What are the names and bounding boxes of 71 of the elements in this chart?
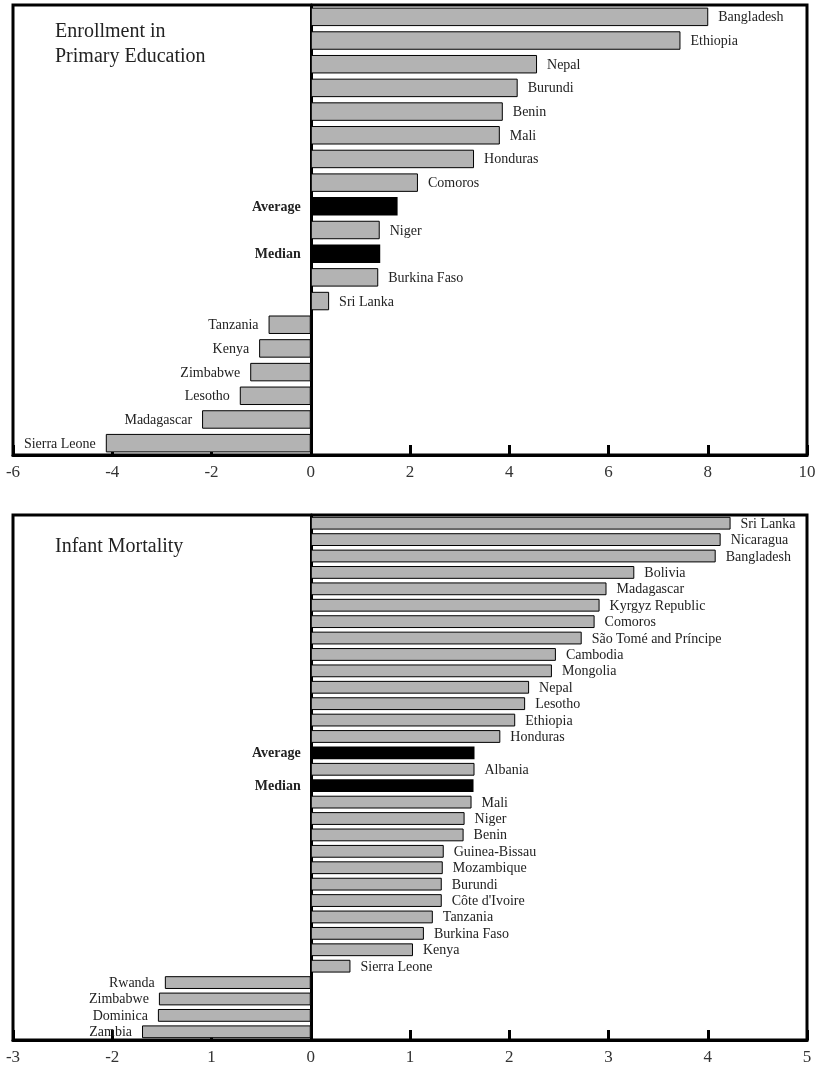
x-tick-label: 2 <box>505 1047 514 1066</box>
x-tick-label: 4 <box>505 462 514 481</box>
y-tick-label: Sri Lanka <box>740 515 797 531</box>
y-tick-label: Bolivia <box>644 564 687 580</box>
y-tick-label: Nepal <box>539 679 573 695</box>
y-tick-label: Tanzania <box>208 317 260 333</box>
y-tick-label: Burkina Faso <box>388 269 464 285</box>
x-tick-label: -2 <box>105 1047 120 1066</box>
y-tick-label: Mongolia <box>561 663 618 679</box>
y-tick-label: Lesotho <box>535 696 581 712</box>
text: Enrollment in Primary Education <box>55 18 206 67</box>
y-tick-label: Dominica <box>92 1007 149 1023</box>
x-tick-label: 1 <box>405 1047 415 1066</box>
y-tick-label: Côte d'Ivoire <box>451 893 525 909</box>
y-tick-label: Zambia <box>89 1024 133 1040</box>
y-tick-label: Burkina Faso <box>433 925 509 941</box>
y-tick-label: Median <box>254 778 301 794</box>
y-tick-label: Median <box>254 246 301 262</box>
y-tick-label: Niger <box>389 222 422 238</box>
y-tick-label: Mozambique <box>452 860 527 876</box>
y-tick-label: Comoros <box>604 614 656 630</box>
x-tick-label: 5 <box>802 1047 812 1066</box>
y-tick-label: Kenya <box>422 942 461 958</box>
y-tick-label: Ethiopia <box>525 712 574 728</box>
x-tick-label: 8 <box>703 462 712 481</box>
y-tick-label: Average <box>252 198 301 214</box>
y-tick-label: Kyrgyz Republic <box>609 597 706 613</box>
x-tick-label: -3 <box>5 1047 21 1066</box>
y-tick-label: Mali <box>509 127 537 143</box>
y-tick-label: Sierra Leone <box>360 958 433 974</box>
x-tick-label: 1 <box>207 1047 216 1066</box>
x-tick-label: -6 <box>5 462 21 481</box>
y-tick-label: Sri Lanka <box>339 293 395 309</box>
y-tick-label: Average <box>252 745 301 761</box>
y-tick-label: Comoros <box>427 175 480 191</box>
y-tick-label: Burundi <box>451 876 498 892</box>
x-tick-label: 0 <box>306 462 315 481</box>
y-tick-label: Nepal <box>547 56 581 72</box>
y-tick-label: Honduras <box>510 728 565 744</box>
y-tick-label: Benin <box>473 827 508 843</box>
y-tick-label: Rwanda <box>108 975 156 991</box>
y-tick-label: Madagascar <box>616 581 685 597</box>
y-tick-label: Honduras <box>484 151 539 167</box>
x-tick-label: 4 <box>703 1047 713 1066</box>
y-tick-label: Zimbabwe <box>180 364 241 380</box>
x-tick-label: -4 <box>105 462 120 481</box>
y-tick-label: Ethiopia <box>690 33 739 49</box>
y-tick-label: Bangladesh <box>718 9 784 25</box>
x-tick-label: 2 <box>405 462 415 481</box>
x-tick-label: 10 <box>798 462 816 481</box>
y-tick-label: Cambodia <box>565 646 625 662</box>
y-tick-label: Tanzania <box>442 909 494 925</box>
y-tick-label: Bangladesh <box>725 548 792 564</box>
y-tick-label: Kenya <box>212 340 250 356</box>
text: Infant Mortality <box>55 533 184 557</box>
x-tick-label: 3 <box>604 1047 613 1066</box>
y-tick-label: Mali <box>481 794 509 810</box>
y-tick-label: Albania <box>484 761 530 777</box>
y-tick-label: Sierra Leone <box>23 435 96 451</box>
y-tick-label: Guinea-Bissau <box>453 843 537 859</box>
y-tick-label: Niger <box>474 811 507 827</box>
y-tick-label: Burundi <box>527 80 574 96</box>
y-tick-label: Nicaragua <box>730 532 789 548</box>
y-tick-label: Lesotho <box>184 388 230 404</box>
y-tick-label: Madagascar <box>124 411 193 427</box>
y-tick-label: São Tomé and Príncipe <box>591 630 722 646</box>
x-tick-label: 0 <box>306 1047 315 1066</box>
x-tick-label: -2 <box>204 462 219 481</box>
x-tick-label: 6 <box>604 462 613 481</box>
y-tick-label: Benin <box>512 104 547 120</box>
y-tick-label: Zimbabwe <box>89 991 149 1007</box>
